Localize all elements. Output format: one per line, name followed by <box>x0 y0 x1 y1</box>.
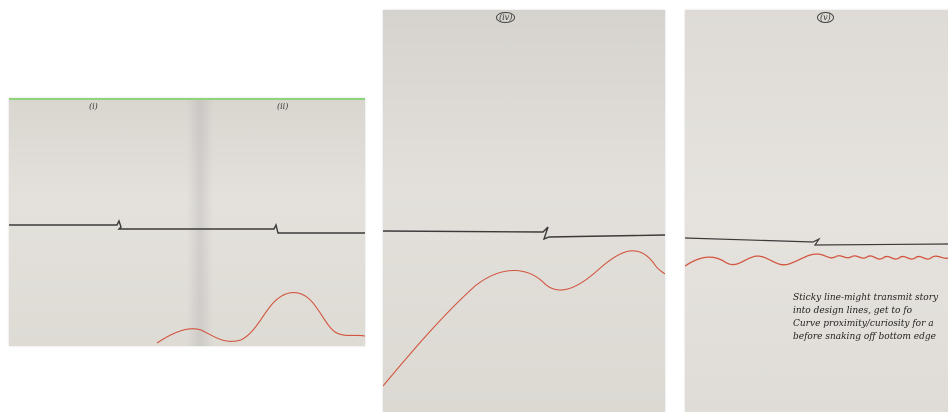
sheet-label-iv: (iv) <box>496 12 516 23</box>
sketch-drawing-3 <box>685 237 948 267</box>
paper-sheet-2: (iv) <box>383 10 665 412</box>
note-line-3: Curve proximity/curiosity for a <box>793 319 934 329</box>
sketch-drawing-1 <box>9 219 365 344</box>
pencil-line <box>9 219 365 234</box>
sketch-drawing-2 <box>383 226 665 387</box>
note-line-2: into design lines, get to fo <box>793 306 913 316</box>
sheet-label-i: (i) <box>89 102 98 111</box>
red-wave-curve <box>685 253 948 267</box>
paper-fold <box>187 100 213 346</box>
pencil-line <box>383 226 665 241</box>
sheet-label-v: (v) <box>817 12 834 23</box>
red-wave-curve <box>156 292 365 344</box>
note-line-4: before snaking off bottom edge <box>793 332 936 342</box>
sheet-label-ii: (ii) <box>277 102 289 111</box>
paper-sheet-3: (v) Sticky line-might transmit story int… <box>685 10 948 412</box>
paper-sheet-1: (i) (ii) <box>9 98 365 346</box>
pencil-line <box>685 237 948 246</box>
handwritten-note: Sticky line-might transmit story into de… <box>793 292 948 344</box>
note-line-1: Sticky line-might transmit story <box>793 293 939 303</box>
red-wave-curve <box>383 250 665 387</box>
